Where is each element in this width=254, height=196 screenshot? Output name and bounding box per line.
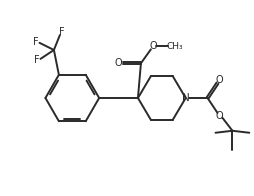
Text: O: O bbox=[215, 75, 223, 85]
Text: F: F bbox=[33, 37, 39, 47]
Text: O: O bbox=[114, 58, 121, 68]
Text: CH₃: CH₃ bbox=[166, 42, 182, 51]
Text: N: N bbox=[181, 93, 189, 103]
Text: F: F bbox=[59, 27, 65, 37]
Text: F: F bbox=[34, 55, 40, 65]
Text: O: O bbox=[215, 111, 223, 121]
Text: O: O bbox=[149, 41, 156, 51]
